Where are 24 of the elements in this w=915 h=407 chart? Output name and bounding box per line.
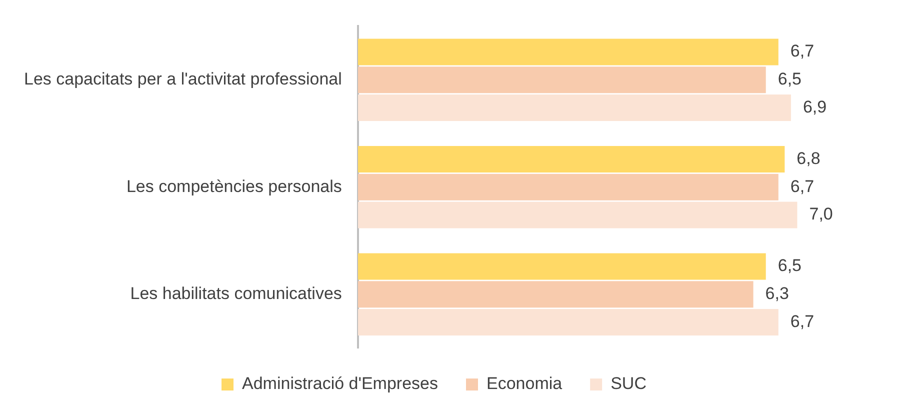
bar xyxy=(358,309,778,336)
bar xyxy=(358,281,754,308)
data-label: 6,3 xyxy=(765,284,789,304)
data-label: 6,9 xyxy=(802,97,827,116)
bar xyxy=(358,66,766,94)
data-label: 6,7 xyxy=(790,312,814,331)
data-label: 7,0 xyxy=(809,204,833,224)
y-tick-label: Les competències personals xyxy=(126,176,342,196)
bar xyxy=(358,146,785,172)
bar xyxy=(358,38,778,66)
data-label: 6,5 xyxy=(778,256,802,276)
data-label: 6,7 xyxy=(790,42,814,61)
bar xyxy=(358,253,766,280)
data-label: 6,7 xyxy=(790,176,814,196)
data-label: 6,8 xyxy=(796,148,820,168)
data-label: 6,5 xyxy=(778,70,802,89)
bar xyxy=(358,174,778,200)
y-tick-label: Les habilitats comunicatives xyxy=(130,284,342,304)
bar xyxy=(358,94,791,121)
legend-label: Administració d'Empreses xyxy=(242,374,438,394)
legend-label: SUC xyxy=(610,374,646,394)
bar xyxy=(358,202,798,228)
legend-label: Economia xyxy=(486,374,563,394)
y-tick-label: Les capacitats per a l'activitat professional xyxy=(24,70,342,89)
